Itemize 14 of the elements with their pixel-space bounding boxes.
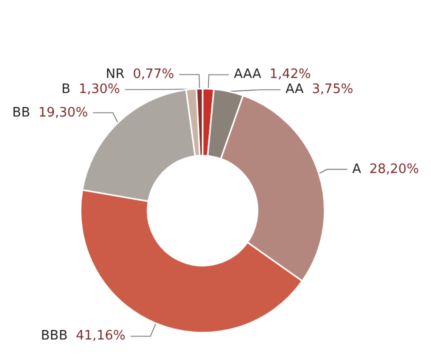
slice-label: AA bbox=[286, 82, 304, 98]
slice-label: NR bbox=[106, 67, 125, 82]
slice-label: A bbox=[352, 162, 362, 177]
data-label: 19,30% bbox=[38, 105, 88, 120]
data-label: 0,77% bbox=[132, 67, 174, 82]
data-label: 1,30% bbox=[78, 82, 120, 98]
slice-label: AAA bbox=[234, 67, 262, 82]
slice-label: BB bbox=[12, 105, 30, 120]
data-label: 1,42% bbox=[270, 67, 311, 82]
data-label: 3,75% bbox=[312, 82, 354, 98]
slice-label: BBB bbox=[40, 328, 68, 344]
data-label: 41,16% bbox=[76, 328, 126, 344]
slice-label: B bbox=[62, 82, 70, 98]
data-label: 28,20% bbox=[369, 162, 419, 177]
